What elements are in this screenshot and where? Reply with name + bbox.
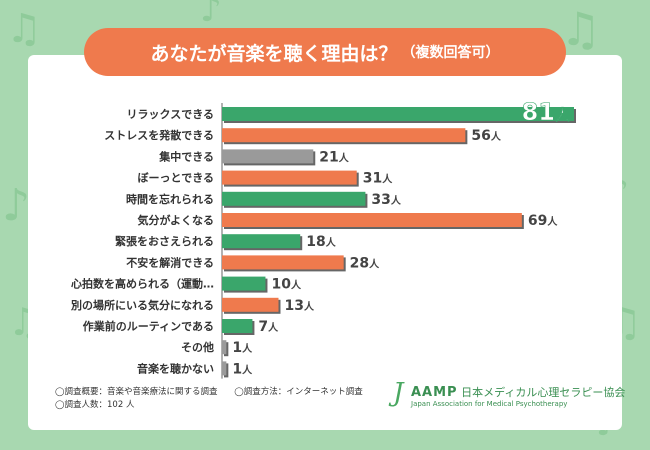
bar [222,149,314,164]
value-label: 69人 [528,213,558,229]
category-label: 緊張をおさえられる [115,235,214,248]
category-label: その他 [181,340,214,354]
bar [222,191,366,206]
chart-title: あなたが音楽を聴く理由は？ [150,42,398,65]
logo-name-ja: 日本メディカル心理セラピー協会 [461,386,626,399]
survey-respondents: ◯調査人数：102 人 [55,400,135,410]
category-label: 音楽を聴かない [137,361,214,375]
value-label: 21人 [319,149,349,165]
bar [222,319,253,333]
logo-mark: J [393,378,404,408]
category-label: 不安を解消できる [126,255,214,269]
jaamp-logo: J AAMP 日本メディカル心理セラピー協会 Japan Association… [393,378,625,414]
category-label: ストレスを発散できる [104,128,214,142]
bar [222,340,227,355]
logo-abbr: AAMP [411,385,458,400]
value-label: 33人 [371,192,401,208]
logo-name-en: Japan Association for Medical Psychother… [411,400,568,408]
survey-summary: ◯調査概要：音楽や音楽療法に関する調査 [55,387,218,397]
category-label: 時間を忘れられる [126,192,214,206]
bar [222,213,522,227]
bar [222,361,227,376]
music-note-icon: ♫ [6,6,42,52]
value-label: 81人 [522,98,571,126]
bar [222,107,574,121]
survey-method: ◯調査方法：インターネット調査 [234,387,363,397]
value-label: 13人 [284,298,314,314]
bar [222,234,301,249]
category-label: 別の場所にいる気分になれる [70,298,214,312]
music-note-icon: ♫ [560,2,602,56]
value-label: 1人 [232,361,253,377]
category-label: 気分がよくなる [138,213,214,227]
value-label: 28人 [350,255,380,271]
bar [222,276,266,291]
category-label: ぼーっとできる [138,172,214,185]
value-label: 31人 [363,171,393,187]
category-label: 作業前のルーティンである [83,319,214,333]
bar [222,170,357,185]
chart-subtitle: （複数回答可） [401,45,500,61]
survey-footer: ◯調査概要：音楽や音楽療法に関する調査 ◯調査方法：インターネット調査 ◯調査人… [55,386,377,412]
bar [222,128,466,143]
bar [222,255,344,270]
category-label: リラックスできる [127,108,214,121]
title-banner: あなたが音楽を聴く理由は？ （複数回答可） [84,28,566,76]
value-label: 7人 [258,319,279,335]
category-label: 集中できる [158,149,214,163]
value-label: 18人 [306,234,336,250]
value-label: 10人 [271,277,301,293]
music-note-icon: ♪ [200,0,222,30]
category-label: 心拍数を高められる（運動… [71,277,214,291]
music-note-icon: ♪ [2,180,31,231]
value-label: 1人 [232,340,253,356]
bar [222,297,279,312]
value-label: 56人 [471,128,501,144]
